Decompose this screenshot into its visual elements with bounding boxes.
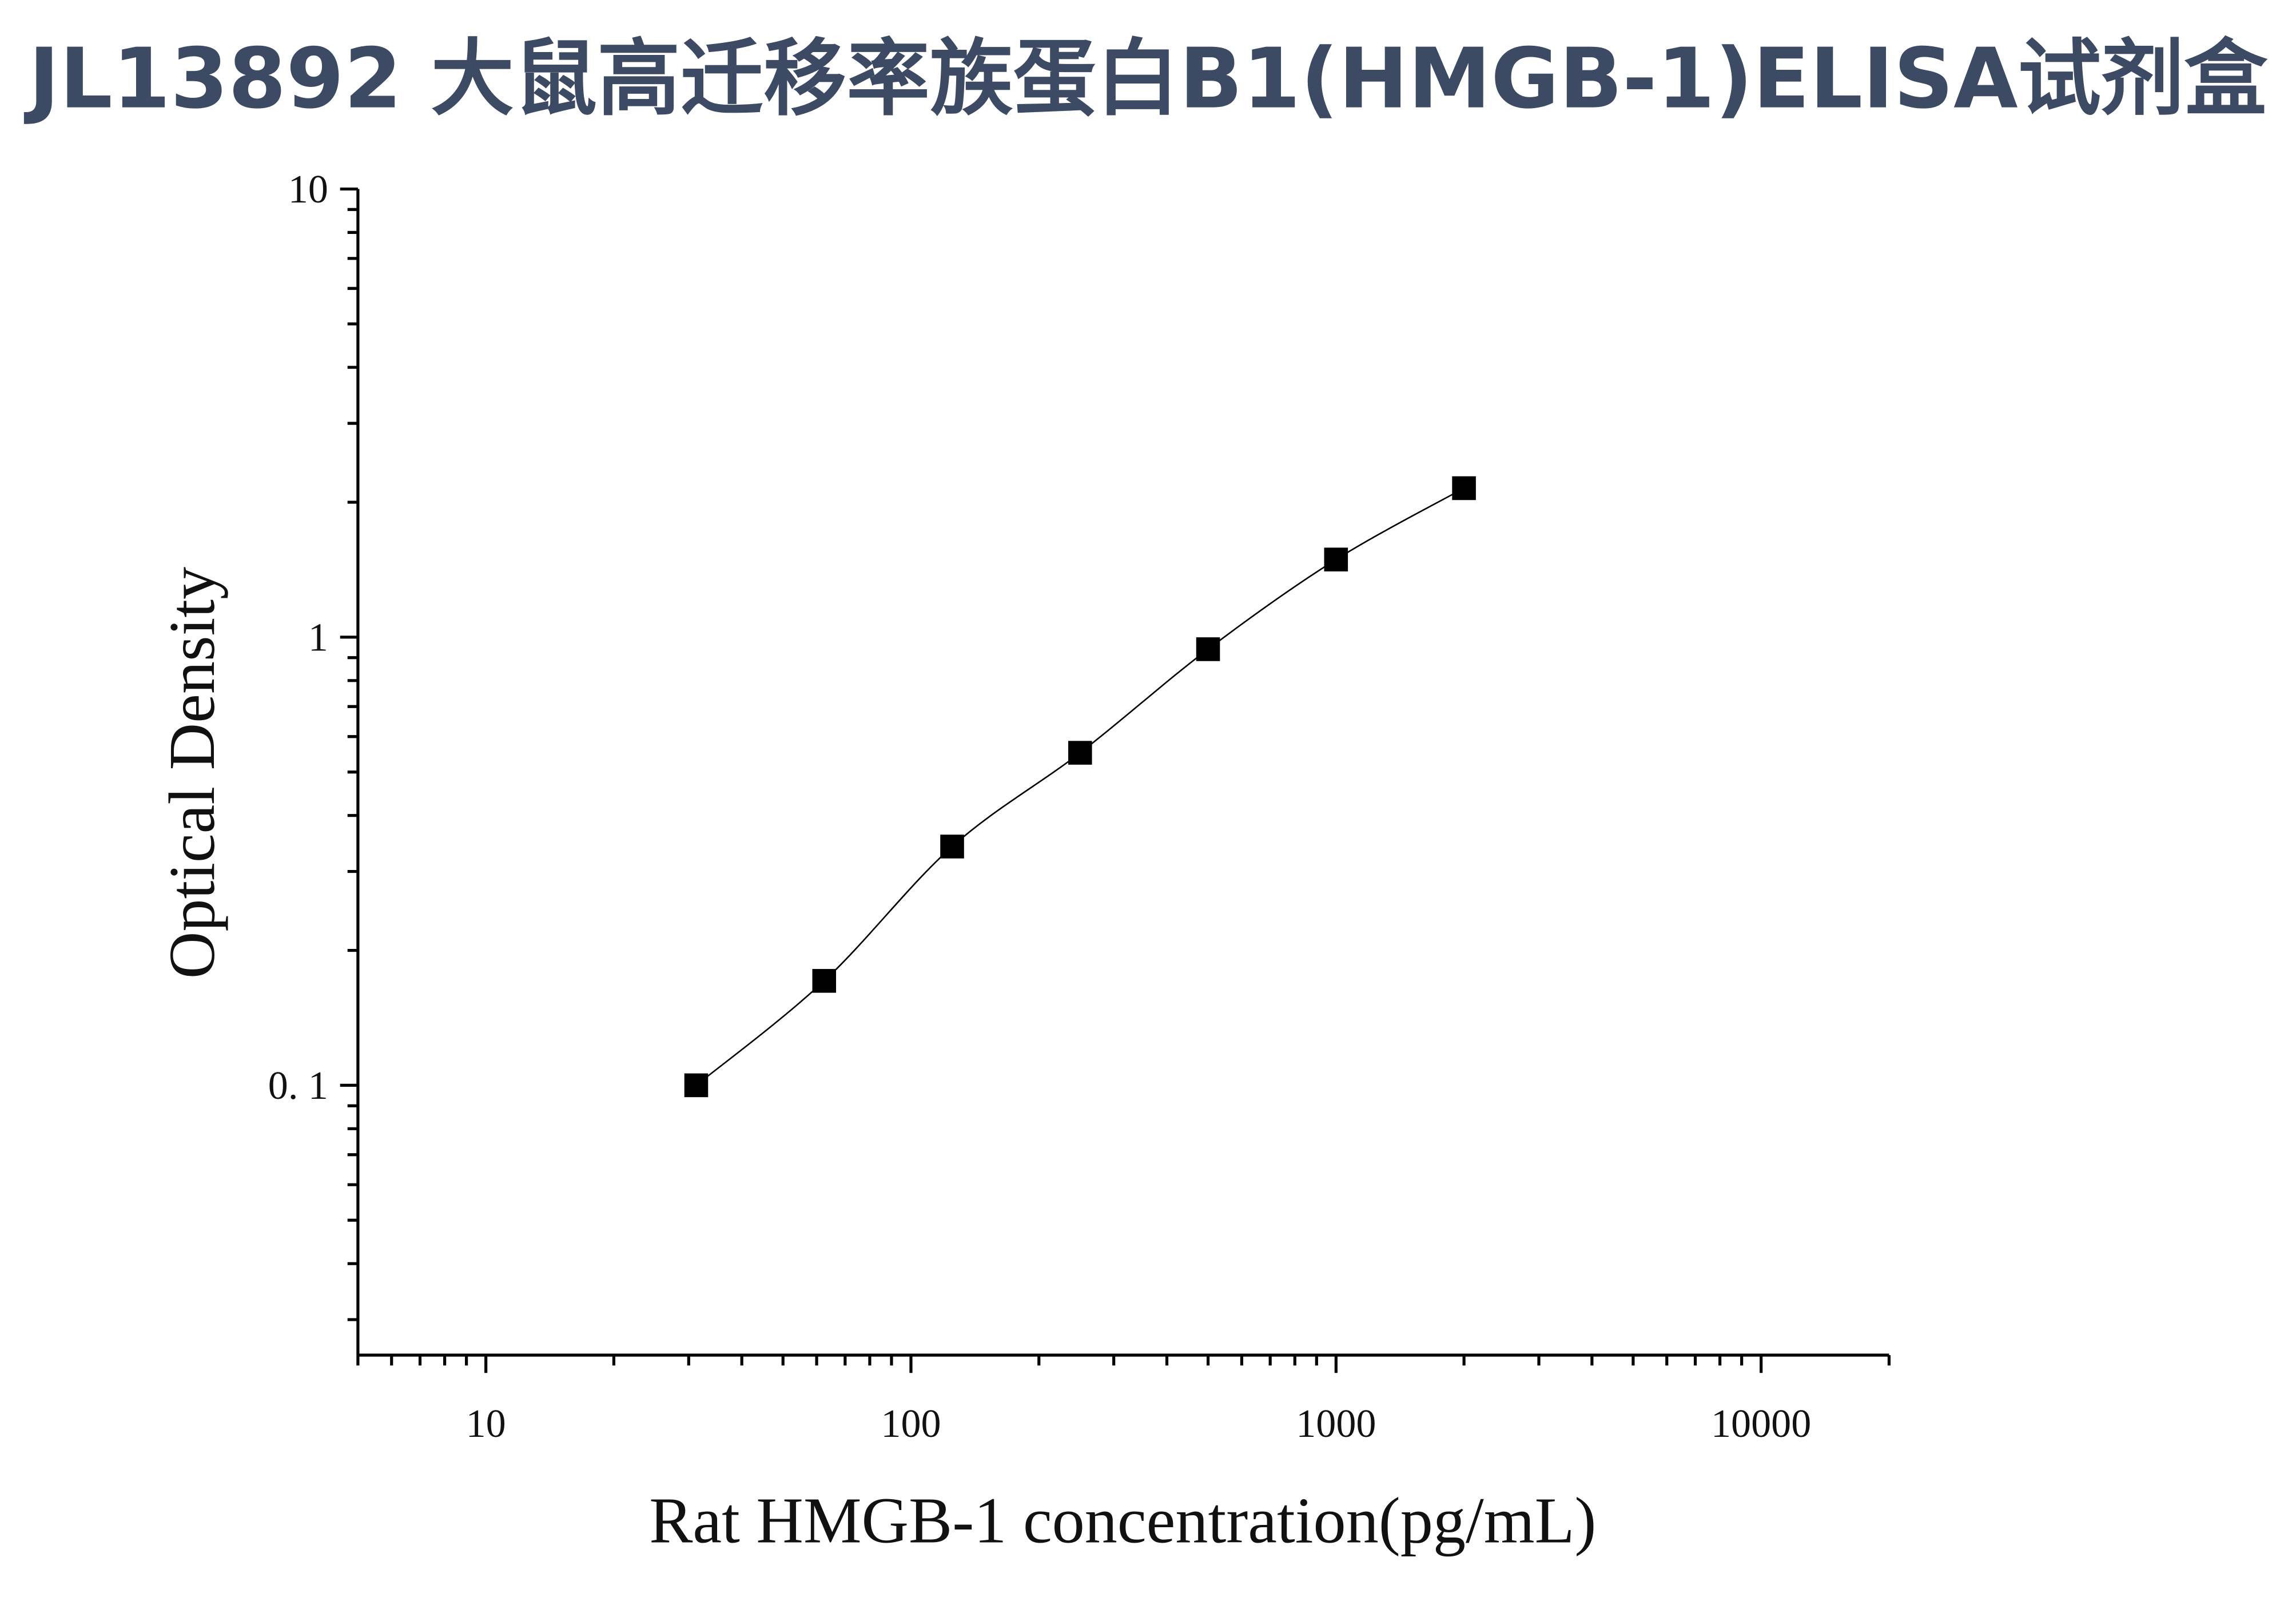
axes: 0. 1 1 10 10 100 1000 10000 [268, 168, 1891, 1446]
y-axis-label: Optical Density [156, 567, 228, 979]
fit-curve [695, 487, 1465, 1086]
y-tick-label: 0. 1 [268, 1064, 328, 1108]
x-tick-label: 100 [881, 1402, 941, 1446]
x-tick-label: 10 [466, 1402, 506, 1446]
data-point [1068, 741, 1092, 765]
data-point [1324, 547, 1348, 571]
chart-title: JL13892 大鼠高迁移率族蛋白B1(HMGB-1)ELISA试剂盒 [23, 31, 2267, 128]
data-point [940, 835, 964, 859]
x-tick-label: 1000 [1296, 1402, 1376, 1446]
data-points [684, 476, 1476, 1098]
data-point [1452, 476, 1476, 500]
y-tick-label: 1 [308, 615, 328, 660]
x-axis-label: Rat HMGB-1 concentration(pg/mL) [649, 1484, 1596, 1556]
y-tick-label: 10 [288, 168, 328, 212]
data-point [684, 1073, 709, 1098]
data-point [812, 969, 837, 993]
data-point [1196, 637, 1220, 661]
x-tick-label: 10000 [1711, 1402, 1811, 1446]
